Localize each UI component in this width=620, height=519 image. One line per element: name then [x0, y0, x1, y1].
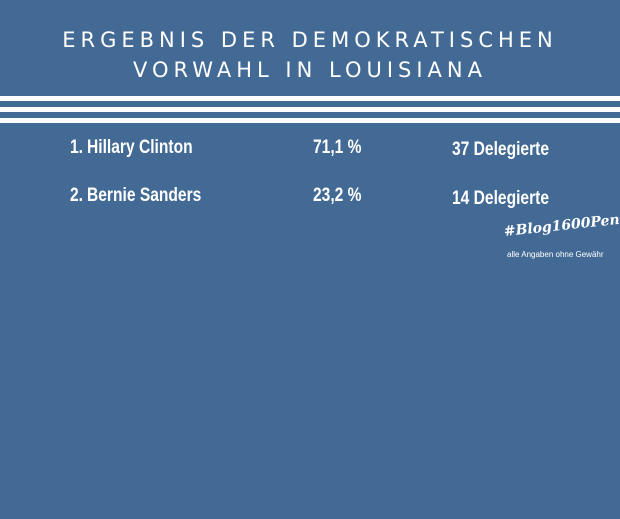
- vote-percent: 71,1 %: [313, 137, 362, 158]
- hashtag-label: #Blog1600Penn: [503, 210, 620, 240]
- delegate-count: 37 Delegierte: [452, 139, 550, 160]
- divider-stripe: [0, 107, 620, 112]
- divider-stripe: [0, 118, 620, 123]
- disclaimer-text: alle Angaben ohne Gewähr: [507, 250, 604, 259]
- candidate-name: Bernie Sanders: [87, 185, 202, 206]
- result-rank: 1.: [70, 137, 84, 158]
- candidate-name: Hillary Clinton: [87, 137, 193, 158]
- result-rank: 2.: [70, 185, 84, 206]
- divider-stripe: [0, 96, 620, 101]
- vote-percent: 23,2 %: [313, 185, 362, 206]
- title-line-2: VORWAHL IN LOUISIANA: [133, 58, 487, 82]
- title-line-1: ERGEBNIS DER DEMOKRATISCHEN: [62, 28, 558, 52]
- delegate-count: 14 Delegierte: [452, 188, 550, 209]
